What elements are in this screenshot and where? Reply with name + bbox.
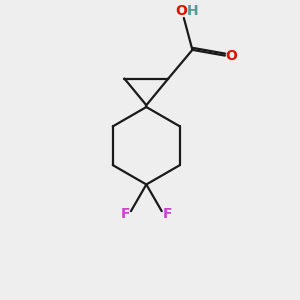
Text: O: O — [175, 4, 187, 18]
Text: O: O — [225, 49, 237, 63]
Text: F: F — [121, 207, 130, 221]
Text: H: H — [187, 4, 199, 18]
Text: F: F — [163, 207, 172, 221]
